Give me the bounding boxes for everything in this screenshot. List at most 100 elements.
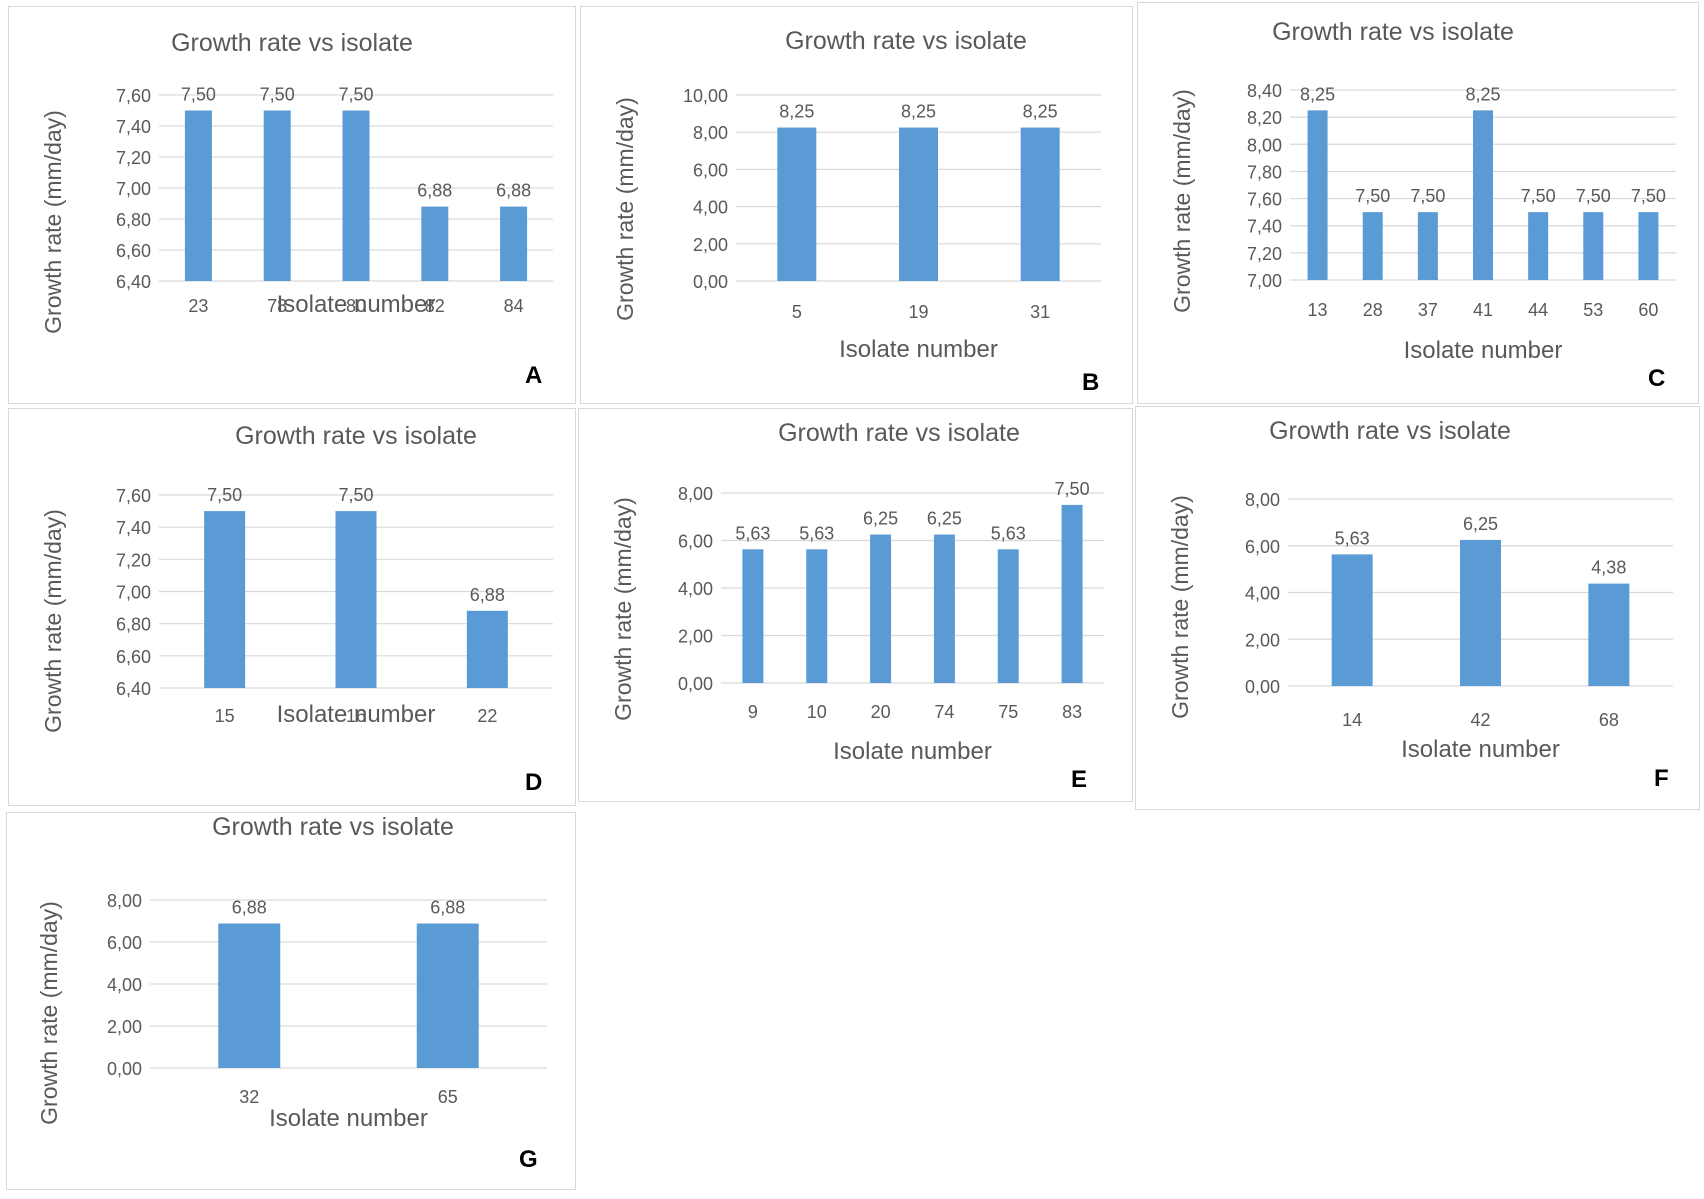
x-axis-label: Isolate number (277, 701, 436, 728)
bar (1331, 554, 1373, 686)
y-tick-label: 2,00 (678, 627, 713, 647)
chart-title: Growth rate vs isolate (1269, 417, 1511, 445)
bar (806, 549, 828, 683)
data-label: 7,50 (1410, 186, 1445, 206)
y-tick-label: 6,60 (116, 647, 151, 667)
y-tick-label: 7,20 (1247, 244, 1282, 264)
bar (1417, 212, 1438, 280)
data-label: 6,88 (470, 585, 505, 605)
panel-letter-b: B (1082, 369, 1100, 396)
x-tick-label: 14 (1342, 710, 1362, 730)
data-label: 8,25 (901, 102, 936, 122)
bar (1583, 212, 1604, 280)
bar (204, 511, 246, 688)
x-axis-label: Isolate number (1404, 337, 1563, 364)
bar (1473, 110, 1493, 280)
chart-panel-g: Growth rate vs isolate 0,00 2,00 4,00 6,00 8,… (6, 812, 576, 1190)
x-tick-label: 41 (1473, 300, 1493, 320)
y-tick-label: 8,20 (1247, 108, 1282, 128)
x-tick-label: 9 (748, 702, 758, 722)
chart-title: Growth rate vs isolate (171, 29, 413, 57)
data-label: 5,63 (1335, 528, 1370, 548)
y-tick-label: 0,00 (693, 272, 728, 292)
data-label: 7,50 (338, 485, 373, 505)
panel-letter-a: A (525, 362, 543, 389)
data-label: 7,50 (260, 85, 295, 105)
x-tick-label: 5 (792, 302, 802, 322)
panel-letter-d: D (525, 769, 543, 796)
y-tick-label: 6,00 (1245, 537, 1280, 557)
x-tick-label: 13 (1308, 300, 1328, 320)
y-tick-label: 2,00 (693, 235, 728, 255)
chart-panel-b: Growth rate vs isolate 0,00 2,00 4,00 6,00 8,… (580, 6, 1133, 404)
chart-svg-c: Growth rate vs isolate 7,00 7,20 7,40 7,60 7,… (1169, 18, 1676, 364)
data-label: 6,25 (863, 509, 898, 529)
x-tick-label: 83 (1062, 702, 1082, 722)
y-tick-label: 6,00 (678, 532, 713, 552)
bar (870, 534, 892, 683)
x-tick-label: 42 (1470, 710, 1490, 730)
chart-title: Growth rate vs isolate (785, 27, 1027, 55)
data-label: 8,25 (1023, 102, 1058, 122)
data-label: 6,25 (1463, 514, 1498, 534)
data-label: 7,50 (338, 85, 373, 105)
bar (1061, 504, 1083, 683)
bar (184, 110, 212, 281)
x-tick-label: 15 (215, 706, 235, 726)
data-label: 7,50 (1631, 186, 1666, 206)
y-tick-label: 6,40 (116, 272, 151, 292)
data-label: 6,88 (496, 181, 531, 201)
y-tick-label: 7,00 (1247, 271, 1282, 291)
x-axis-label: Isolate number (839, 336, 998, 363)
y-tick-label: 7,80 (1247, 162, 1282, 182)
x-tick-label: 10 (807, 702, 827, 722)
data-label: 7,50 (1576, 186, 1611, 206)
x-tick-label: 74 (934, 702, 954, 722)
chart-title: Growth rate vs isolate (235, 422, 477, 450)
x-tick-label: 60 (1638, 300, 1658, 320)
x-tick-label: 44 (1528, 300, 1548, 320)
bar (466, 610, 508, 688)
y-axis-label: Growth rate (mm/day) (36, 901, 62, 1125)
y-tick-label: 7,40 (116, 518, 151, 538)
x-tick-label: 28 (1363, 300, 1383, 320)
bar (416, 923, 479, 1068)
y-tick-label: 6,60 (116, 241, 151, 261)
y-tick-label: 7,00 (116, 583, 151, 603)
bar (421, 206, 449, 281)
y-tick-label: 4,00 (693, 198, 728, 218)
y-tick-label: 8,00 (107, 891, 142, 911)
x-tick-label: 19 (908, 302, 928, 322)
panel-letter-c: C (1648, 365, 1666, 392)
y-tick-label: 8,00 (693, 123, 728, 143)
x-axis-label: Isolate number (1401, 736, 1560, 763)
chart-title: Growth rate vs isolate (1272, 18, 1514, 46)
data-label: 6,88 (430, 898, 465, 918)
chart-svg-d: Growth rate vs isolate 6,40 6,60 6,80 7,00 7,… (40, 422, 553, 733)
data-label: 7,50 (1521, 186, 1556, 206)
y-tick-label: 8,00 (1247, 135, 1282, 155)
bar (1460, 539, 1501, 686)
x-axis-label: Isolate number (833, 738, 992, 765)
data-label: 5,63 (799, 523, 834, 543)
y-axis-label: Growth rate (mm/day) (40, 509, 66, 733)
x-tick-label: 31 (1030, 302, 1050, 322)
data-label: 6,88 (417, 181, 452, 201)
y-axis-label: Growth rate (mm/day) (1167, 495, 1193, 719)
y-tick-label: 6,00 (693, 160, 728, 180)
chart-panel-a: Growth rate vs isolate 6,40 6,60 6,80 7,00 7,… (8, 6, 576, 404)
y-tick-label: 7,60 (1247, 190, 1282, 210)
y-tick-label: 8,00 (678, 484, 713, 504)
y-tick-label: 6,00 (107, 933, 142, 953)
chart-panel-f: Growth rate vs isolate 0,00 2,00 4,00 6,00 8,… (1135, 406, 1700, 810)
data-label: 7,50 (207, 485, 242, 505)
x-tick-label: 32 (239, 1087, 259, 1107)
y-axis-label: Growth rate (mm/day) (1169, 89, 1195, 313)
data-label: 4,38 (1591, 558, 1626, 578)
bar (933, 534, 955, 683)
chart-panel-c: Growth rate vs isolate 7,00 7,20 7,40 7,60 7,… (1137, 2, 1699, 404)
data-label: 5,63 (735, 523, 770, 543)
bar (342, 110, 370, 281)
bar (1528, 212, 1549, 280)
chart-svg-b: Growth rate vs isolate 0,00 2,00 4,00 6,00 8,… (612, 27, 1101, 363)
